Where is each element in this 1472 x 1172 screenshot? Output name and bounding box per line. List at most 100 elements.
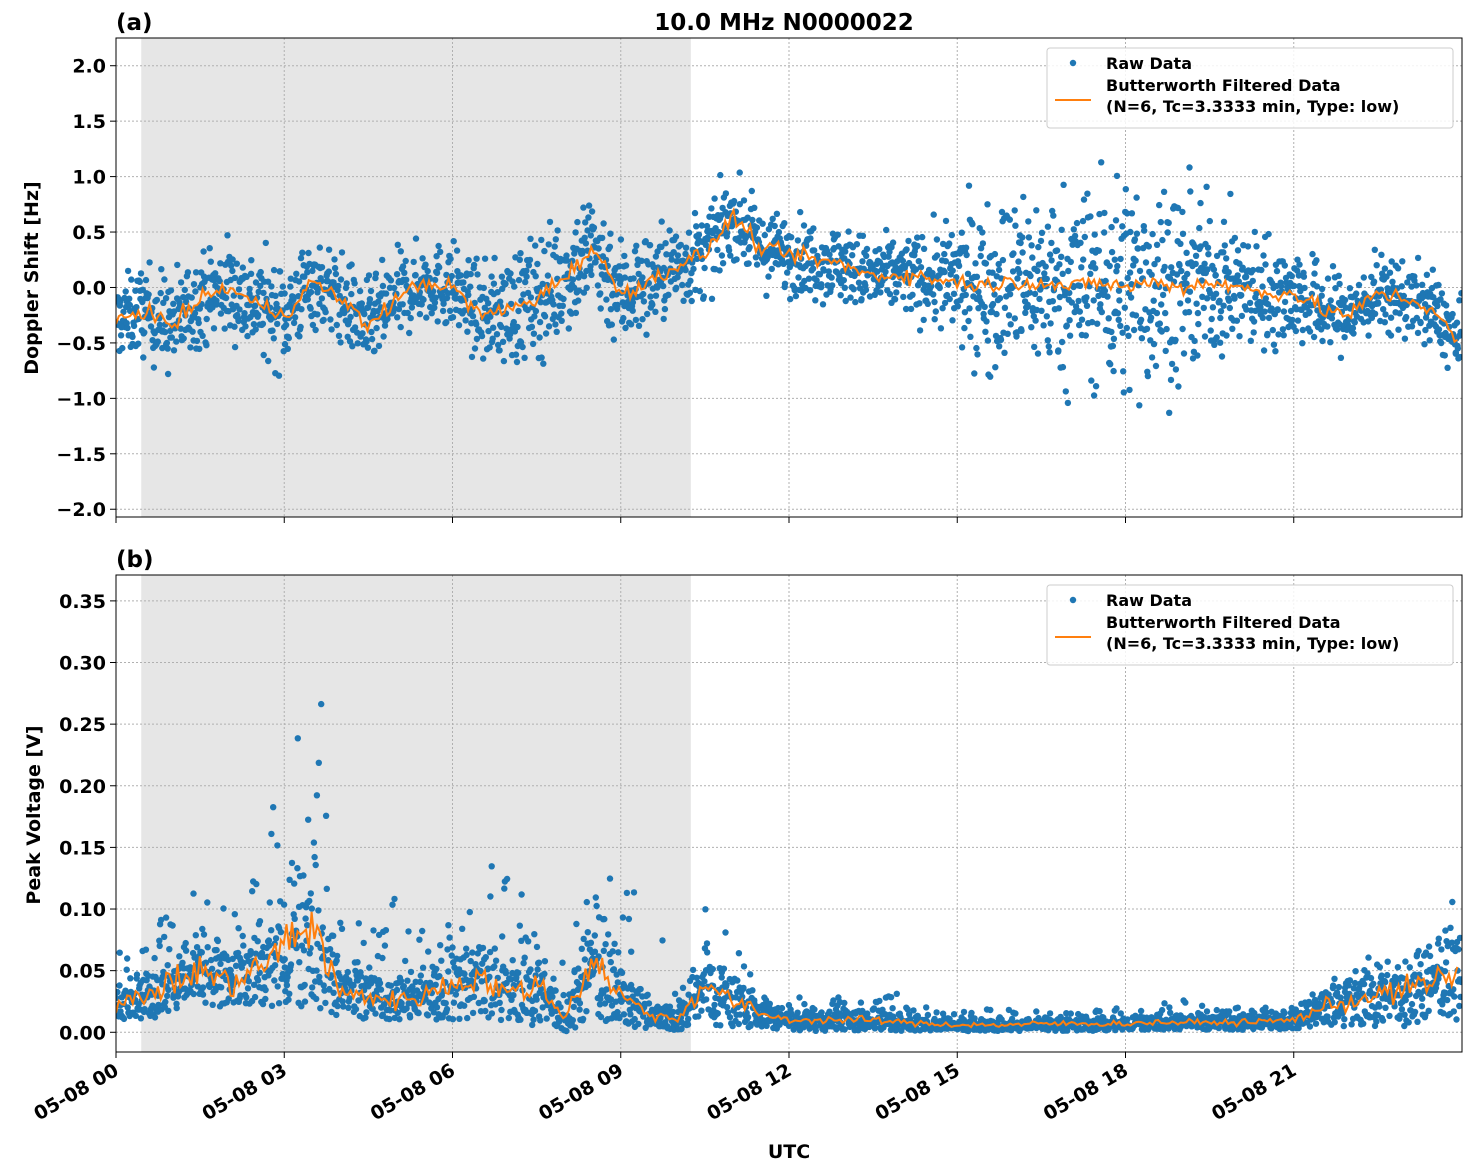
raw-data-point <box>1179 208 1186 216</box>
raw-data-point <box>1203 1008 1211 1015</box>
raw-data-point <box>682 266 689 274</box>
raw-data-point <box>535 959 543 966</box>
raw-data-point <box>751 997 758 1004</box>
raw-data-point <box>1265 230 1272 238</box>
raw-data-point <box>955 262 963 270</box>
raw-data-point <box>859 232 867 239</box>
raw-data-point <box>210 325 218 332</box>
raw-data-point <box>1064 1027 1071 1034</box>
y-tick-label: 1.5 <box>72 111 106 133</box>
raw-data-point <box>677 241 684 249</box>
raw-data-point <box>1253 243 1260 250</box>
raw-data-point <box>354 340 361 347</box>
raw-data-point <box>296 959 303 966</box>
raw-data-point <box>885 253 892 260</box>
raw-data-point <box>294 865 301 872</box>
raw-data-point <box>669 1008 677 1016</box>
raw-data-point <box>640 298 648 305</box>
raw-data-point <box>933 236 941 243</box>
raw-data-point <box>759 220 766 227</box>
raw-data-point <box>297 323 304 331</box>
raw-data-point <box>366 296 374 303</box>
raw-data-point <box>1158 1006 1166 1014</box>
raw-data-point <box>1114 310 1122 317</box>
raw-data-point <box>332 270 340 278</box>
raw-data-point <box>308 905 315 912</box>
raw-data-point <box>673 284 680 291</box>
raw-data-point <box>1066 317 1073 324</box>
raw-data-point <box>1168 264 1175 271</box>
raw-data-point <box>162 295 170 302</box>
raw-data-point <box>419 964 427 971</box>
raw-data-point <box>193 337 201 345</box>
raw-data-point <box>438 957 445 964</box>
raw-data-point <box>1133 230 1141 237</box>
raw-data-point <box>691 209 699 217</box>
raw-data-point <box>1299 340 1306 347</box>
raw-data-point <box>1198 1002 1206 1009</box>
raw-data-point <box>1247 337 1255 344</box>
raw-data-point <box>263 295 270 303</box>
raw-data-point <box>923 1004 930 1011</box>
raw-data-point <box>1080 256 1087 263</box>
raw-data-point <box>268 1002 276 1009</box>
raw-data-point <box>527 966 534 973</box>
raw-data-point <box>401 269 408 276</box>
raw-data-point <box>905 237 912 245</box>
raw-data-point <box>1242 273 1250 280</box>
raw-data-point <box>136 278 143 285</box>
raw-data-point <box>1296 283 1303 290</box>
raw-data-point <box>229 267 236 275</box>
raw-data-point <box>576 1006 583 1013</box>
raw-data-point <box>1053 247 1061 254</box>
raw-data-point <box>981 303 988 311</box>
raw-data-point <box>509 278 516 285</box>
raw-data-point <box>1375 300 1382 307</box>
raw-data-point <box>961 309 969 316</box>
y-tick-label: 0.5 <box>72 222 106 244</box>
raw-data-point <box>1132 312 1140 319</box>
raw-data-point <box>531 313 538 320</box>
raw-data-point <box>514 323 521 331</box>
raw-data-point <box>403 1005 410 1012</box>
raw-data-point <box>485 327 492 335</box>
raw-data-point <box>1090 297 1097 304</box>
raw-data-point <box>242 323 249 330</box>
raw-data-point <box>1280 308 1288 315</box>
raw-data-point <box>1097 301 1104 308</box>
raw-data-point <box>406 1014 414 1021</box>
raw-data-point <box>117 332 125 339</box>
raw-data-point <box>1313 257 1320 264</box>
raw-data-point <box>443 319 450 326</box>
raw-data-point <box>225 995 232 1002</box>
raw-data-point <box>298 306 305 313</box>
raw-data-point <box>999 256 1007 264</box>
raw-data-point <box>251 993 259 1001</box>
raw-data-point <box>407 968 415 976</box>
raw-data-point <box>305 249 312 257</box>
raw-data-point <box>1058 226 1065 233</box>
raw-data-point <box>515 969 522 977</box>
raw-data-point <box>963 251 970 259</box>
raw-data-point <box>580 273 588 280</box>
raw-data-point <box>637 985 644 993</box>
raw-data-point <box>685 229 693 236</box>
raw-data-point <box>231 343 239 351</box>
raw-data-point <box>1444 364 1451 371</box>
raw-data-point <box>996 343 1003 350</box>
raw-data-point <box>530 1016 537 1023</box>
raw-data-point <box>371 347 378 354</box>
raw-data-point <box>1454 345 1462 352</box>
raw-data-point <box>127 975 134 982</box>
raw-data-point <box>489 335 496 342</box>
raw-data-point <box>415 1009 422 1017</box>
raw-data-point <box>252 950 260 957</box>
raw-data-point <box>1115 287 1123 294</box>
raw-data-point <box>571 250 578 257</box>
raw-data-point <box>336 292 343 300</box>
raw-data-point <box>1198 277 1206 284</box>
raw-data-point <box>417 972 424 979</box>
raw-data-point <box>268 283 275 290</box>
raw-data-point <box>1239 264 1246 271</box>
raw-data-point <box>494 289 501 296</box>
